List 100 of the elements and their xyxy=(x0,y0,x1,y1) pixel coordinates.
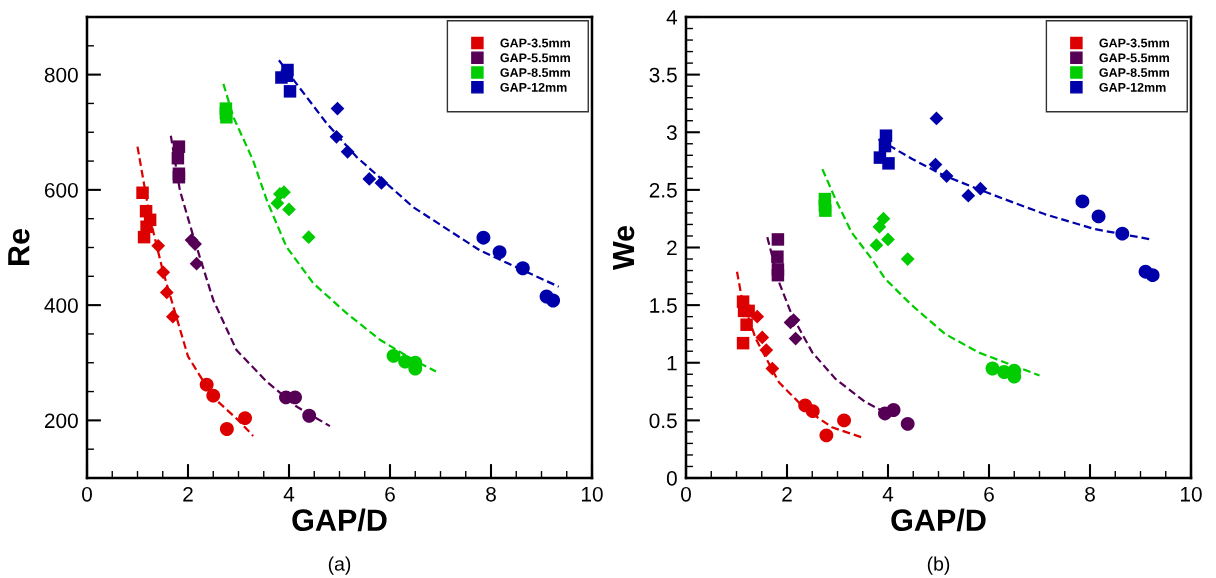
x-axis-title: GAP/D xyxy=(292,508,387,532)
point xyxy=(765,361,780,376)
x-tick-label: 2 xyxy=(183,486,193,502)
point xyxy=(886,403,901,417)
x-tick-label: 4 xyxy=(882,487,894,502)
y-tick-label: 400 xyxy=(44,298,78,313)
x-tick-label: 2 xyxy=(782,486,792,502)
y-tick-label: 2 xyxy=(667,240,677,256)
point xyxy=(742,304,755,318)
line-series xyxy=(821,168,1041,377)
y-axis-title: We xyxy=(613,225,635,271)
point xyxy=(869,238,884,253)
point xyxy=(771,233,785,246)
x-tick-label: 10 xyxy=(582,486,603,502)
point xyxy=(819,204,832,217)
point xyxy=(199,377,214,392)
point xyxy=(330,101,345,116)
x-tick-label: 8 xyxy=(1085,486,1095,502)
point xyxy=(492,245,507,260)
x-tick-label: 6 xyxy=(385,486,395,502)
text: (a) xyxy=(328,556,351,575)
y-axis-title: Re xyxy=(8,229,30,265)
point xyxy=(282,202,296,217)
point xyxy=(165,309,180,324)
point xyxy=(736,336,750,350)
point xyxy=(837,413,852,428)
y-tick-label: 4 xyxy=(666,10,678,25)
point xyxy=(172,140,186,153)
y-tick-label: 3.5 xyxy=(649,67,677,83)
point xyxy=(159,285,174,300)
point xyxy=(900,252,915,266)
point xyxy=(288,390,302,405)
point xyxy=(171,151,185,165)
point xyxy=(374,176,389,190)
point xyxy=(900,416,915,431)
point xyxy=(961,188,976,203)
point xyxy=(1145,268,1160,283)
point xyxy=(515,261,530,276)
point xyxy=(973,181,988,196)
point xyxy=(219,422,234,436)
text: (b) xyxy=(927,556,950,575)
line-series xyxy=(136,145,255,438)
legend-label: GAP-5.5mm xyxy=(1099,53,1169,63)
point xyxy=(283,85,297,98)
x-tick-label: 10 xyxy=(1181,486,1202,502)
point xyxy=(238,411,253,426)
point xyxy=(750,309,765,324)
point xyxy=(189,256,204,271)
point xyxy=(881,232,895,247)
y-tick-label: 1 xyxy=(667,355,677,371)
point xyxy=(1091,209,1106,224)
x-tick-label: 8 xyxy=(486,486,496,502)
legend-label: GAP-5.5mm xyxy=(500,53,570,63)
point xyxy=(136,186,149,200)
point xyxy=(156,265,171,280)
point xyxy=(771,250,784,263)
point xyxy=(872,219,887,234)
x-tick-label: 6 xyxy=(984,486,994,502)
y-tick-label: 0.5 xyxy=(649,413,677,429)
point xyxy=(819,428,834,443)
point xyxy=(759,343,774,357)
point xyxy=(1075,194,1090,209)
y-tick-label: 600 xyxy=(44,182,78,198)
point xyxy=(771,268,785,282)
y-tick-label: 200 xyxy=(44,413,78,429)
point xyxy=(882,157,895,170)
point xyxy=(1115,226,1130,241)
legend-label: GAP-8.5mm xyxy=(1099,68,1169,77)
legend-label: GAP-3.5mm xyxy=(1099,38,1169,48)
point xyxy=(386,348,401,363)
x-tick-label: 0 xyxy=(681,486,691,502)
point xyxy=(151,238,166,253)
line-series xyxy=(169,134,332,428)
y-tick-label: 800 xyxy=(44,67,78,83)
point xyxy=(340,144,355,159)
point xyxy=(206,388,221,403)
legend-label: GAP-12mm xyxy=(1099,82,1166,92)
point xyxy=(546,293,561,308)
legend-label: GAP-3.5mm xyxy=(500,38,570,48)
point xyxy=(137,230,151,244)
point xyxy=(301,230,316,244)
point xyxy=(270,196,285,210)
point xyxy=(362,172,377,186)
point xyxy=(280,69,294,83)
x-tick-label: 0 xyxy=(82,486,92,502)
y-tick-label: 2.5 xyxy=(649,182,677,198)
y-tick-label: 1.5 xyxy=(650,298,677,313)
point xyxy=(788,331,803,346)
legend-label: GAP-8.5mm xyxy=(500,68,570,77)
point xyxy=(755,330,770,345)
point xyxy=(220,111,233,124)
y-tick-label: 0 xyxy=(666,471,677,486)
point xyxy=(985,361,1000,376)
point xyxy=(805,404,820,419)
point xyxy=(329,129,344,144)
point xyxy=(476,230,491,245)
point xyxy=(302,408,317,423)
x-axis-title: GAP/D xyxy=(891,508,986,532)
x-tick-label: 4 xyxy=(283,487,295,502)
point xyxy=(172,170,186,184)
